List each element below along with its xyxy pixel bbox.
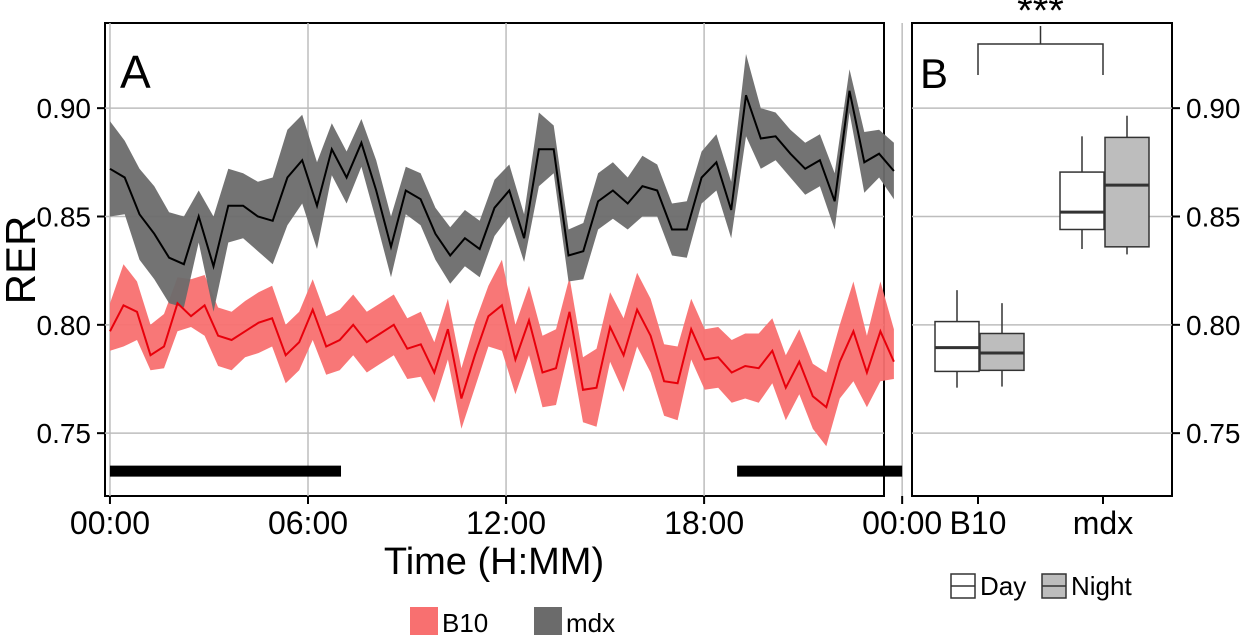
legend-panel-b: Day Night (950, 571, 1132, 601)
x-tick-label: 12:00 (466, 505, 546, 541)
legend-item-mdx: mdx (534, 607, 615, 638)
box-b10-day (934, 290, 980, 388)
legend-swatch (410, 607, 438, 635)
legend-panel-a: B10 mdx (410, 607, 615, 638)
legend-label: B10 (442, 608, 488, 638)
legend-swatch (534, 607, 562, 635)
panel-a-chart: 00:00 06:00 12:00 18:00 00:00 0.750.800.850.… (0, 22, 942, 583)
y-tick-label: 0.80 (37, 310, 92, 341)
legend-label: mdx (566, 608, 615, 638)
y-tick-label: 0.85 (37, 201, 92, 232)
panel-a-lines (109, 90, 895, 409)
panel-b-boxes (934, 115, 1150, 388)
y-tick-label: 0.90 (37, 93, 92, 124)
panel-a-x-ticks: 00:00 06:00 12:00 18:00 00:00 (70, 496, 942, 541)
legend-item-day: Day (950, 571, 1026, 601)
x-tick-label: 18:00 (664, 505, 744, 541)
legend-item-night: Night (1041, 571, 1132, 601)
box-b10-night (979, 303, 1025, 387)
box-mdx-day (1059, 136, 1105, 249)
panel-a-y-ticks: 0.75 0.80 0.85 0.90 (37, 93, 105, 449)
y-tick-label: 0.75 (37, 418, 92, 449)
y-tick-label: 0.85 (1186, 201, 1241, 232)
box-iqr (1059, 171, 1105, 231)
x-tick-label: 00:00 (70, 505, 150, 541)
box-mdx-night (1104, 115, 1150, 255)
y-tick-label: 0.80 (1186, 310, 1241, 341)
y-tick-label: 0.90 (1186, 93, 1241, 124)
box-iqr (1104, 136, 1150, 248)
panel-b-letter: B (920, 50, 948, 97)
legend-label: Night (1071, 571, 1132, 601)
panel-a-letter: A (120, 46, 151, 98)
panel-a-x-axis-label: Time (H:MM) (384, 541, 604, 583)
panel-b-x-ticks: B10 mdx (950, 496, 1133, 541)
series-line-b10 (109, 301, 895, 409)
category-label: mdx (1073, 505, 1133, 541)
series-line-mdx (109, 90, 895, 271)
x-tick-label: 06:00 (268, 505, 348, 541)
y-tick-label: 0.75 (1186, 418, 1241, 449)
panel-b-y-ticks: 0.75 0.80 0.85 0.90 (1172, 93, 1241, 449)
series-band-mdx (110, 54, 894, 312)
panel-a-bands (110, 54, 894, 447)
panel-b-chart: *** B10 mdx 0.75 0.80 0.85 0.90 B (911, 0, 1241, 541)
panel-b-frame (911, 22, 1173, 497)
significance-bracket: *** (977, 0, 1104, 75)
legend-label: Day (980, 571, 1026, 601)
category-label: B10 (950, 505, 1007, 541)
series-band-b10 (110, 259, 894, 447)
x-tick-label: 00:00 (862, 505, 942, 541)
significance-label: *** (1017, 0, 1064, 33)
panel-a-y-axis-label: RER (0, 216, 44, 305)
legend-item-b10: B10 (410, 607, 488, 638)
